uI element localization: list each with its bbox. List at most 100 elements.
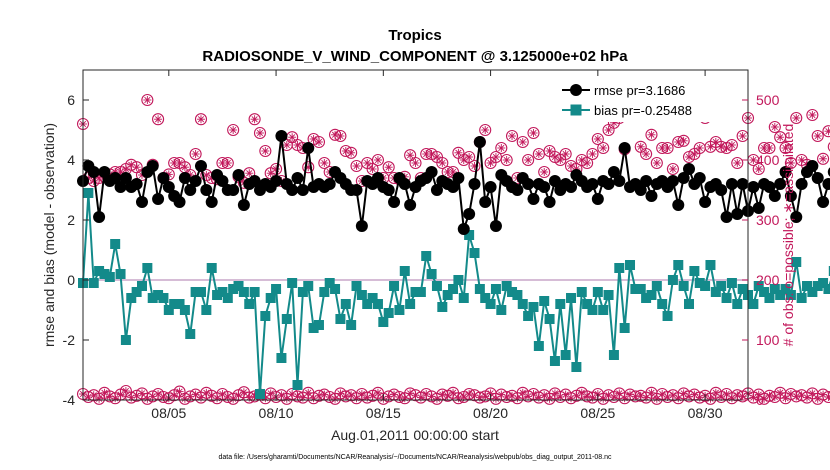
obs-point-assimilated-low xyxy=(266,389,275,398)
bias-point xyxy=(453,275,464,285)
obs-point-assimilated-low xyxy=(668,391,677,400)
bias-point xyxy=(507,287,518,297)
bias-point xyxy=(281,314,292,324)
obs-point-assimilated xyxy=(336,132,345,140)
obs-point-assimilated-low xyxy=(406,389,415,398)
bias-point xyxy=(372,299,383,309)
bias-point xyxy=(126,293,137,303)
obs-point-possible xyxy=(817,152,830,165)
y-tick-label: -4 xyxy=(63,392,76,408)
obs-point-possible xyxy=(141,93,154,107)
bias-point xyxy=(576,287,587,297)
obs-point-assimilated xyxy=(674,138,683,146)
obs-point-assimilated xyxy=(668,165,677,173)
y2-tick-label: 300 xyxy=(756,212,780,228)
obs-point-assimilated xyxy=(508,132,517,140)
obs-point-possible xyxy=(371,153,385,167)
obs-point-possible xyxy=(248,113,261,126)
x-tick-label: 08/20 xyxy=(473,405,508,421)
obs-point-assimilated xyxy=(577,156,586,164)
rmse-point xyxy=(93,211,106,223)
obs-point-assimilated-low xyxy=(491,394,500,403)
obs-point-assimilated-low xyxy=(631,392,640,401)
obs-point-assimilated xyxy=(781,144,790,152)
obs-point-possible xyxy=(827,142,830,152)
obs-point-assimilated xyxy=(331,130,340,139)
x-axis-ticks: 08/05 08/10 08/15 08/20 08/25 08/30 xyxy=(151,70,723,421)
bias-point xyxy=(748,299,759,309)
obs-point-assimilated xyxy=(567,162,576,170)
bias-point xyxy=(104,272,115,282)
bias-point xyxy=(185,329,196,339)
bias-point xyxy=(442,290,453,300)
rmse-point xyxy=(184,184,197,196)
rmse-point xyxy=(613,175,626,187)
obs-point-assimilated-low xyxy=(465,390,474,398)
obs-point-possible xyxy=(194,113,208,126)
obs-point-assimilated xyxy=(717,142,726,151)
obs-point-assimilated-low xyxy=(770,393,779,401)
obs-point-assimilated xyxy=(808,111,817,119)
obs-point-assimilated-low xyxy=(154,390,163,398)
x-tick-label: 08/30 xyxy=(688,405,723,421)
rmse-point xyxy=(130,178,143,190)
obs-point-assimilated xyxy=(604,126,613,134)
rmse-point xyxy=(205,196,218,208)
obs-point-assimilated xyxy=(272,165,281,173)
obs-point-assimilated-low xyxy=(792,392,801,401)
obs-point-assimilated xyxy=(534,150,543,158)
obs-point-assimilated xyxy=(261,147,270,155)
obs-point-assimilated-low xyxy=(765,391,774,400)
obs-point-assimilated xyxy=(738,132,747,140)
obs-point-assimilated xyxy=(486,159,495,167)
obs-point-assimilated xyxy=(663,144,672,152)
bias-point xyxy=(759,287,770,297)
obs-point-possible xyxy=(318,156,331,170)
bias-point xyxy=(533,341,544,351)
obs-point-assimilated xyxy=(706,142,715,151)
bias-point xyxy=(330,284,341,294)
obs-point-assimilated-low xyxy=(658,390,667,398)
obs-point-assimilated-low xyxy=(234,391,243,400)
rmse-point xyxy=(752,202,765,214)
obs-point-possible xyxy=(591,132,604,146)
y2-axis-label: # of obs: o=possible; ∗=assimilated xyxy=(780,124,796,347)
footnote: data file: /Users/gharamti/Documents/NCA… xyxy=(218,454,612,461)
obs-point-assimilated xyxy=(384,163,393,172)
bias-point xyxy=(271,284,282,294)
rmse-point xyxy=(430,184,443,196)
bias-point xyxy=(678,281,689,291)
rmse-point xyxy=(527,193,540,205)
obs-point-assimilated-low xyxy=(706,394,715,403)
obs-point-assimilated xyxy=(550,153,559,161)
obs-point-assimilated xyxy=(352,162,361,170)
rmse-point xyxy=(216,175,229,187)
bias-point xyxy=(319,287,330,297)
obs-point-assimilated xyxy=(154,115,163,124)
obs-point-assimilated-low xyxy=(341,392,350,401)
bias-point xyxy=(775,290,786,300)
obs-point-assimilated xyxy=(529,129,538,137)
bias-point xyxy=(689,266,700,276)
obs-point-assimilated-low xyxy=(711,388,720,397)
chart-subtitle: RADIOSONDE_V_WIND_COMPONENT @ 3.125000e+… xyxy=(202,48,628,65)
bias-point xyxy=(158,293,169,303)
obs-point-assimilated-low xyxy=(95,394,104,403)
obs-point-assimilated xyxy=(438,159,447,167)
bias-point xyxy=(287,278,298,288)
obs-point-assimilated-low xyxy=(481,392,490,401)
obs-point-assimilated xyxy=(733,159,742,167)
bias-point xyxy=(448,284,459,294)
bias-point xyxy=(721,293,732,303)
rmse-point xyxy=(779,166,792,178)
rmse-point xyxy=(817,196,830,208)
obs-point-assimilated-low xyxy=(486,389,495,398)
bias-point xyxy=(351,281,362,291)
legend-box xyxy=(560,78,740,122)
obs-point-assimilated-low xyxy=(808,389,817,398)
bias-point xyxy=(555,299,566,309)
bias-point xyxy=(174,299,185,309)
rmse-point xyxy=(87,166,100,178)
bias-point xyxy=(254,389,265,399)
